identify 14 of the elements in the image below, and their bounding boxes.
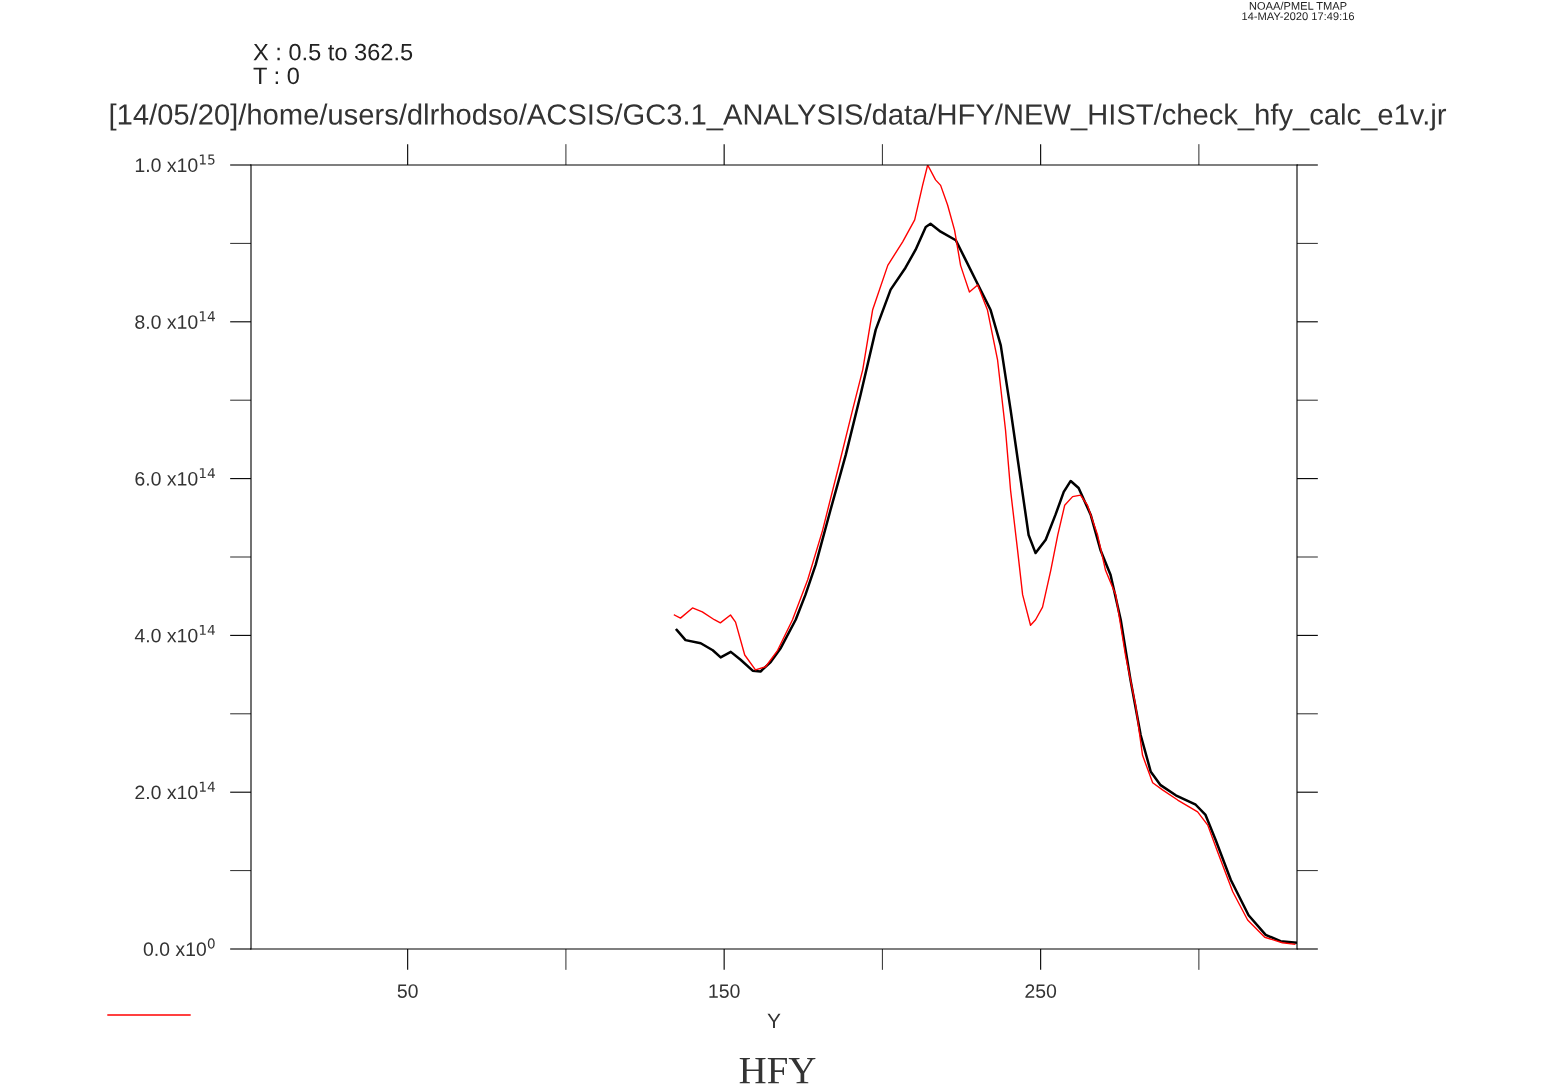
y-tick-label: 2.0 x10$^{14}$ <box>135 781 215 800</box>
chart-subtitle: X : 0.5 to 362.5 T : 0 <box>253 43 413 85</box>
x-tick-label: 50 <box>397 984 418 998</box>
y-tick-label: 0.0 x10$^{0}$ <box>143 938 215 957</box>
y-tick-label: 8.0 x10$^{14}$ <box>135 311 215 329</box>
text: HFY <box>739 1057 816 1084</box>
y-tick-label: 6.0 x10$^{14}$ <box>135 468 215 486</box>
y-tick-label: 1.0 x10$^{15}$ <box>135 154 215 173</box>
chart-title: [14/05/20]/home/users/dlrhodso/ACSIS/GC3.1_ANALYSIS/data/HFY/NEW_HIST/check_hfy_calc_e1v.jr <box>110 103 1447 131</box>
x-tick-label: 250 <box>1025 984 1057 998</box>
y-tick-label: 4.0 x10$^{14}$ <box>134 624 215 643</box>
x-tick-label: 150 <box>709 984 740 998</box>
x-axis-title: Y <box>767 1013 781 1029</box>
text: NOAA/PMEL TMAP 14-MAY-2020 17:49:16 <box>1242 1 1355 21</box>
